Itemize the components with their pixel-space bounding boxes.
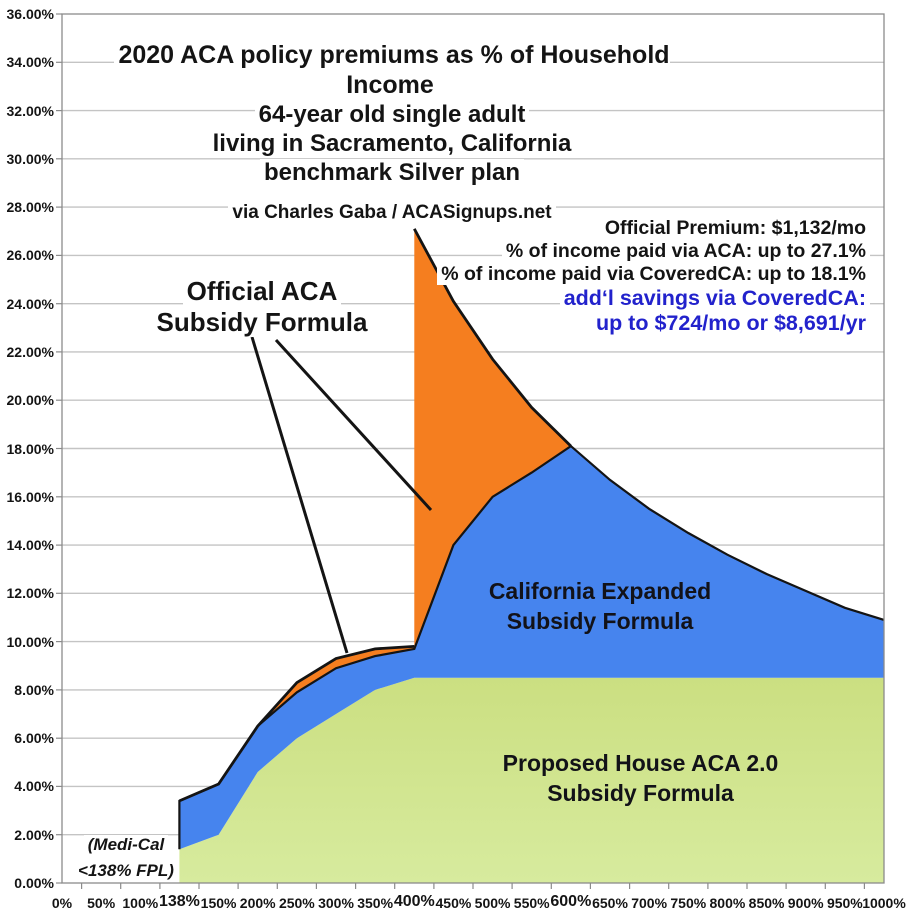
medi-cal-label-line2: <138% FPL) [62, 858, 190, 884]
x-tick-label: 250% [278, 895, 315, 911]
annotation-savings-1: add‘l savings via CoveredCA: [350, 286, 870, 311]
x-tick-label: 50% [87, 895, 116, 911]
x-tick-label: 350% [357, 895, 394, 911]
title-line-4: benchmark Silver plan [92, 158, 692, 187]
area-house-aca20 [179, 677, 884, 883]
x-tick-label: 138% [158, 893, 200, 910]
y-tick-label: 28.00% [6, 199, 54, 216]
title-line-1: 2020 ACA policy premiums as % of Househo… [92, 40, 692, 100]
official-aca-line-low [178, 645, 415, 803]
california-expanded-label-line2: Subsidy Formula [506, 608, 694, 634]
title-line-2: 64-year old single adult [92, 100, 692, 129]
y-tick-label: 2.00% [14, 826, 54, 843]
y-tick-label: 22.00% [6, 343, 54, 360]
medi-cal-label: (Medi-Cal <138% FPL) [62, 832, 190, 884]
x-tick-label: 300% [318, 895, 354, 911]
annotation-coveredca-pct: % of income paid via CoveredCA: up to 18… [350, 263, 870, 286]
x-tick-label: 550% [513, 895, 550, 911]
annotation-aca-pct: % of income paid via ACA: up to 27.1% [350, 240, 870, 263]
x-tick-label: 650% [592, 895, 628, 911]
y-tick-label: 20.00% [6, 392, 54, 409]
x-tick-label: 100% [122, 895, 159, 911]
x-tick-label: 200% [239, 895, 276, 911]
medi-cal-label-line1: (Medi-Cal [62, 832, 190, 858]
y-tick-label: 6.00% [14, 730, 54, 747]
x-tick-label: 600% [550, 893, 592, 910]
y-tick-label: 10.00% [6, 633, 54, 650]
pointer-line [274, 338, 433, 512]
x-tick-label: 1000% [862, 895, 906, 911]
house-aca20-label: Proposed House ACA 2.0 Subsidy Formula [468, 748, 813, 808]
credit-line: via Charles Gaba / ACASignups.net [92, 202, 692, 224]
house-aca20-label-line1: Proposed House ACA 2.0 [502, 750, 779, 776]
annotation-premium: Official Premium: $1,132/mo [350, 217, 870, 240]
x-tick-label: 750% [670, 895, 707, 911]
x-tick-label: 500% [474, 895, 511, 911]
y-tick-label: 36.00% [6, 6, 54, 22]
official-aca-label-line1: Official ACA [132, 276, 392, 307]
x-tick-label: 450% [435, 895, 472, 911]
california-expanded-label: California Expanded Subsidy Formula [450, 576, 750, 636]
chart-title: 2020 ACA policy premiums as % of Househo… [92, 40, 692, 224]
area-covered-ca [179, 446, 884, 850]
y-tick-label: 26.00% [6, 247, 54, 264]
california-expanded-label-line1: California Expanded [488, 578, 712, 604]
annotation-block: Official Premium: $1,132/mo % of income … [350, 217, 870, 336]
y-tick-label: 24.00% [6, 295, 54, 312]
x-tick-label: 900% [787, 895, 824, 911]
y-tick-label: 32.00% [6, 102, 54, 119]
y-tick-label: 4.00% [14, 778, 54, 795]
title-line-3: living in Sacramento, California [92, 129, 692, 158]
y-tick-label: 0.00% [14, 875, 54, 891]
y-tick-label: 18.00% [6, 440, 54, 457]
y-tick-label: 8.00% [14, 681, 54, 698]
y-tick-label: 12.00% [6, 585, 54, 602]
x-tick-label: 700% [631, 895, 668, 911]
y-tick-label: 16.00% [6, 488, 54, 505]
pointer-line [250, 336, 349, 654]
x-tick-label: 400% [393, 893, 435, 910]
annotation-savings-2: up to $724/mo or $8,691/yr [350, 311, 870, 336]
x-tick-label: 800% [709, 895, 746, 911]
x-tick-label: 150% [200, 895, 237, 911]
official-aca-label-line2: Subsidy Formula [132, 307, 392, 338]
y-tick-label: 30.00% [6, 150, 54, 167]
area-official-aca [179, 228, 884, 801]
x-tick-label: 0% [51, 895, 73, 911]
x-tick-label: 950% [826, 895, 863, 911]
y-tick-label: 34.00% [6, 54, 54, 71]
official-aca-label: Official ACA Subsidy Formula [132, 276, 392, 338]
x-tick-label: 850% [748, 895, 785, 911]
y-tick-label: 14.00% [6, 537, 54, 554]
house-aca20-label-line2: Subsidy Formula [547, 780, 734, 806]
